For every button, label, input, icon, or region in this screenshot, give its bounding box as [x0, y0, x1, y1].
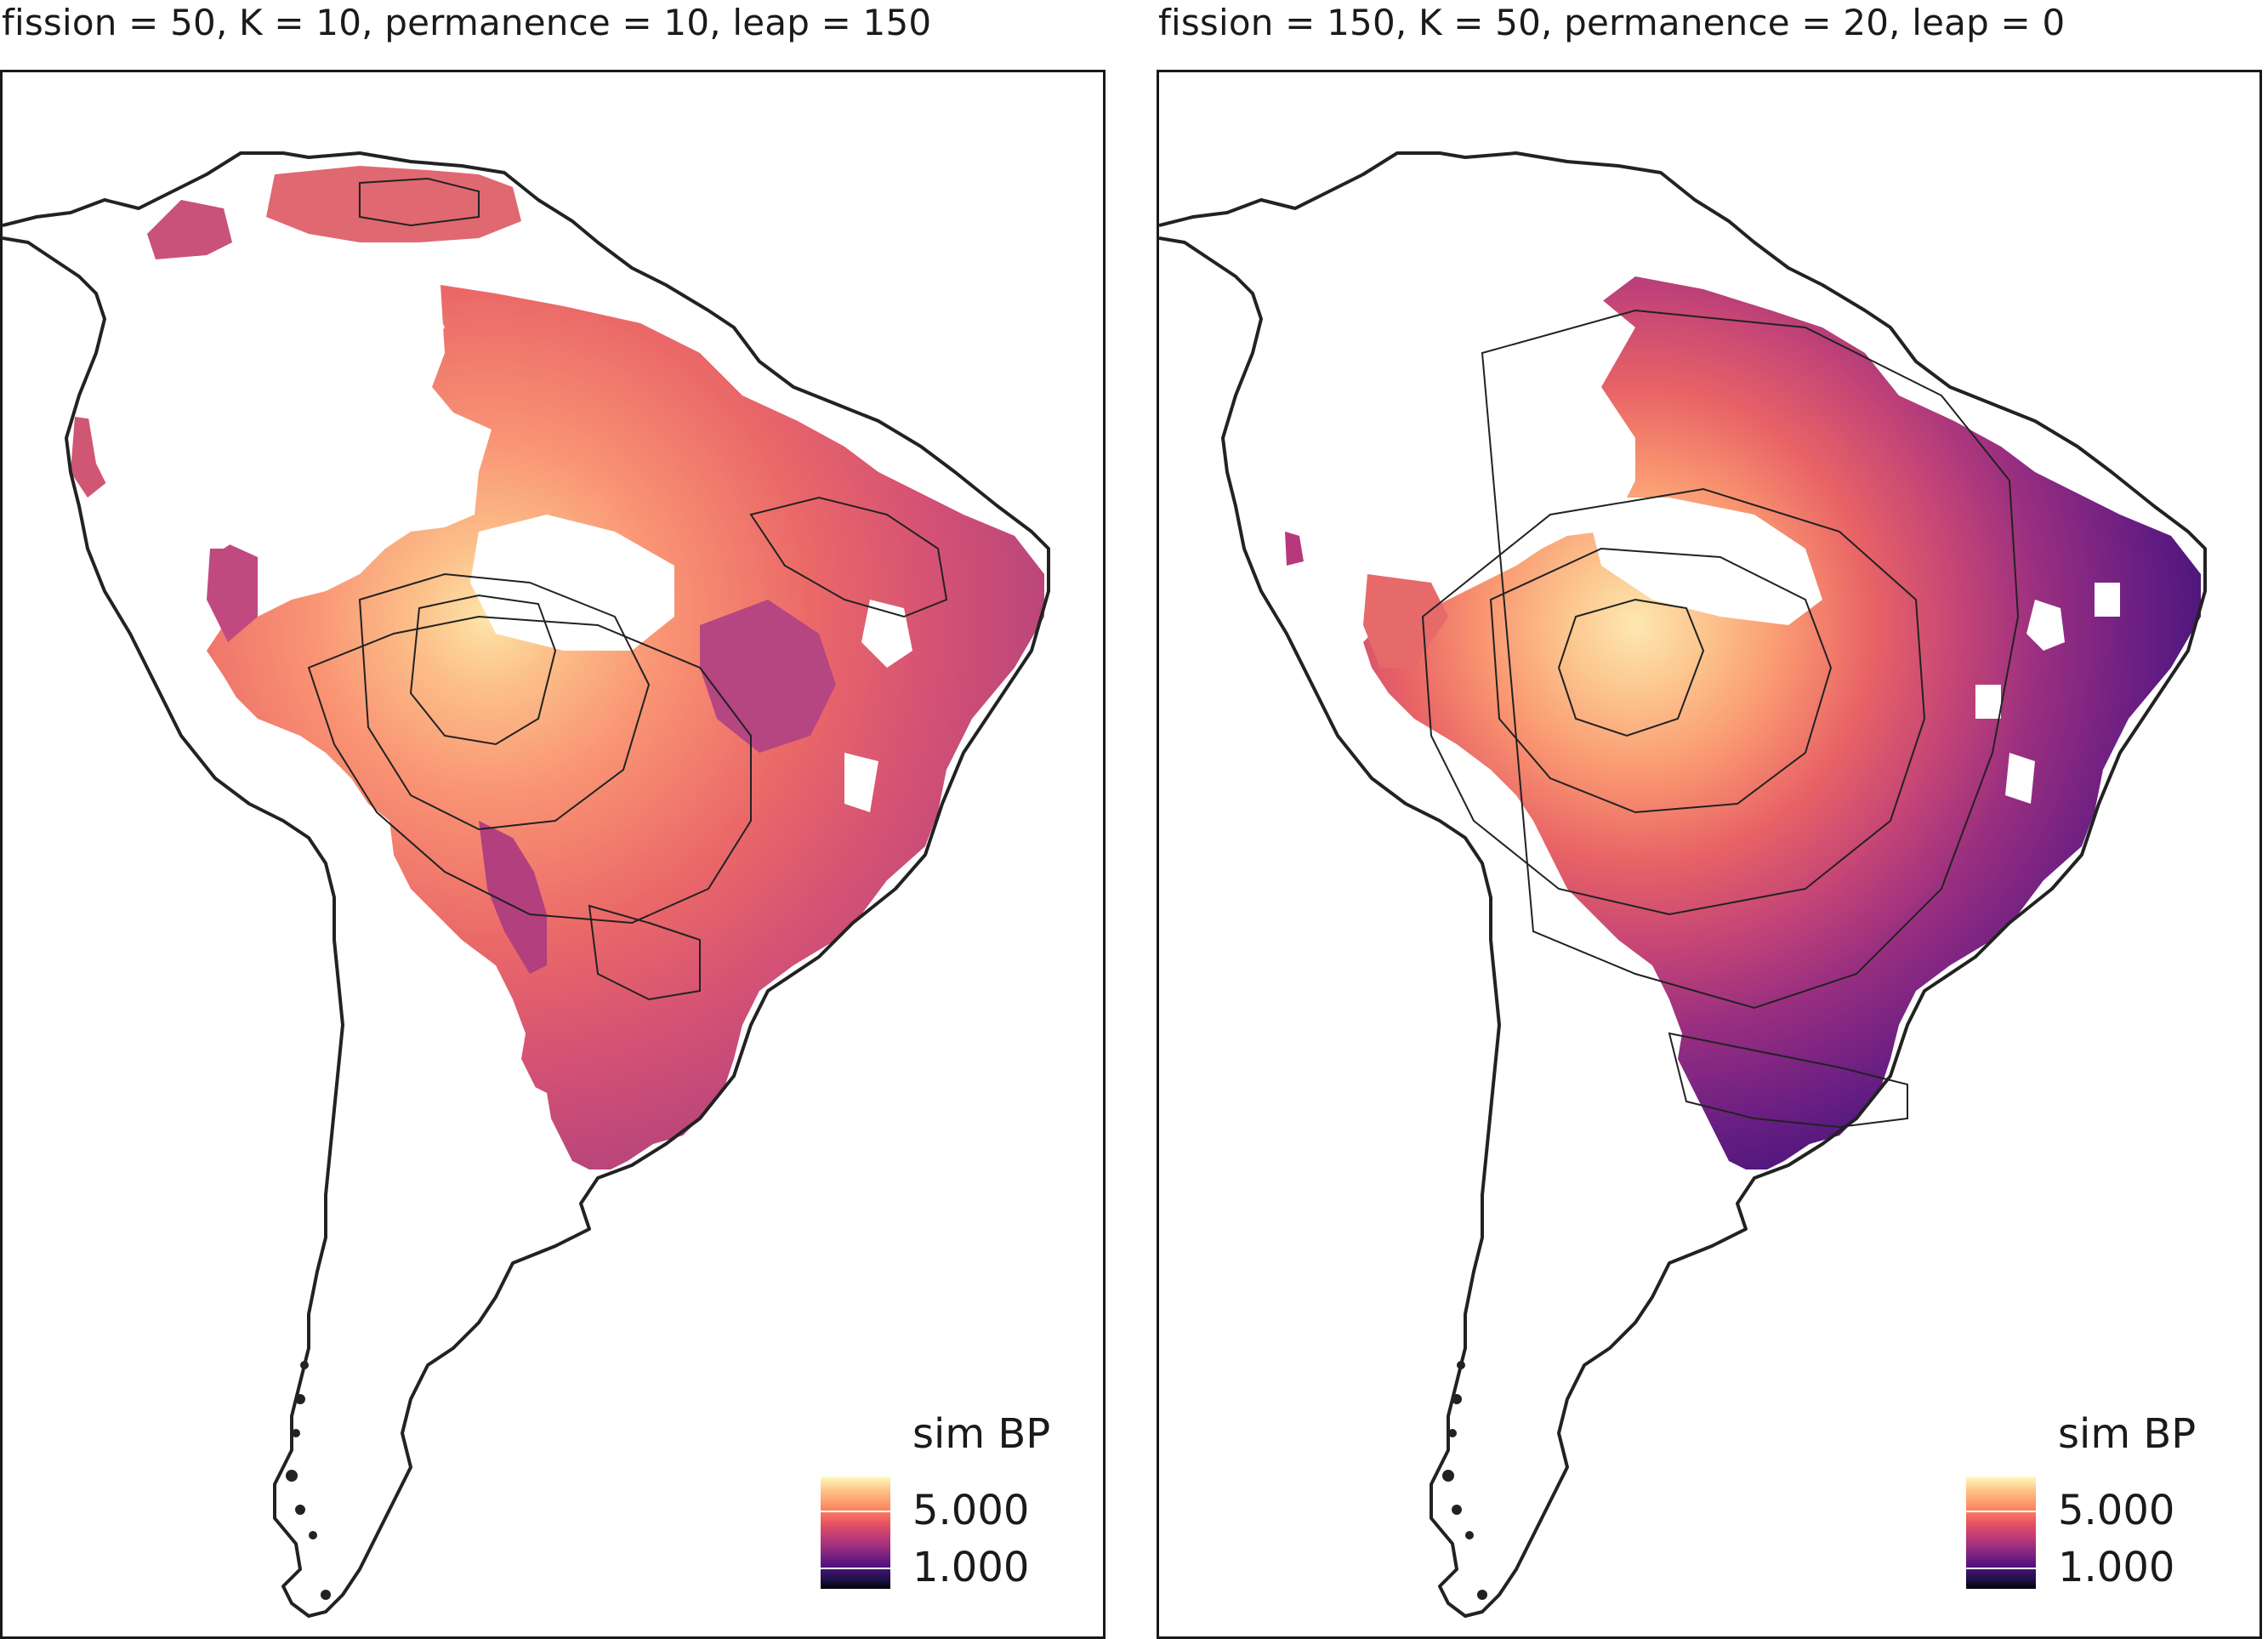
- right-surface-main: [1363, 276, 2201, 1169]
- right-contour-5: [1668, 1032, 1908, 1129]
- left-map-panel: sim BP 5.000 1.000: [0, 70, 1106, 1639]
- left-legend: sim BP 5.000 1.000: [821, 1410, 1076, 1623]
- left-legend-label-low: 1.000: [912, 1544, 1030, 1591]
- left-gap-east-1: [861, 600, 912, 668]
- right-contour-3: [1421, 487, 1926, 916]
- right-coastline: [1159, 151, 2207, 1618]
- left-white-gaps: [88, 268, 912, 1161]
- right-island-1: [1457, 1361, 1465, 1369]
- left-contour-east: [749, 496, 948, 618]
- right-map: [1159, 151, 2207, 1618]
- right-legend-title: sim BP: [2058, 1410, 2197, 1458]
- right-surface-small-1: [1285, 532, 1304, 566]
- left-island-2: [295, 1394, 305, 1404]
- left-surface-north: [266, 166, 521, 242]
- right-gap-east-3: [2005, 753, 2035, 804]
- left-legend-colorbar: [821, 1477, 890, 1589]
- left-island-6: [309, 1531, 317, 1539]
- right-legend-tick-high: [1966, 1511, 2036, 1512]
- right-island-6: [1465, 1531, 1474, 1539]
- left-contour-south: [588, 904, 701, 1001]
- right-map-panel: sim BP 5.000 1.000: [1157, 70, 2262, 1639]
- right-contour-2: [1489, 547, 1833, 814]
- left-southern-islands: [286, 1361, 331, 1600]
- right-gap-central: [1584, 498, 1822, 625]
- left-legend-tick-low: [821, 1568, 890, 1569]
- right-southern-islands: [1442, 1361, 1487, 1600]
- right-contour-1: [1557, 598, 1705, 737]
- left-surface-andes: [479, 821, 547, 974]
- left-gap-central: [470, 515, 674, 651]
- left-contour-north: [359, 177, 480, 227]
- right-island-2: [1452, 1394, 1462, 1404]
- left-contour-inner: [409, 594, 557, 746]
- left-gap-south: [496, 1076, 555, 1161]
- right-gap-east-4: [2095, 583, 2120, 617]
- left-contours: [307, 177, 948, 1001]
- left-surface-east: [700, 600, 836, 753]
- right-legend-tick-low: [1966, 1568, 2036, 1569]
- right-island-4: [1442, 1470, 1454, 1482]
- right-legend-colorbar: [1966, 1477, 2036, 1589]
- right-panel-title: fission = 150, K = 50, permanence = 20, …: [1158, 2, 2066, 43]
- right-legend-label-high: 5.000: [2058, 1487, 2175, 1534]
- left-surface-small-2: [207, 536, 258, 642]
- left-legend-label-high: 5.000: [912, 1487, 1030, 1534]
- left-legend-title: sim BP: [912, 1410, 1051, 1458]
- left-island-4: [286, 1470, 298, 1482]
- left-surface-main: [207, 285, 1044, 1169]
- left-island-5: [295, 1505, 305, 1515]
- left-island-3: [292, 1429, 300, 1437]
- left-contour-outer: [307, 615, 752, 925]
- left-gap-east-2: [844, 753, 878, 812]
- left-panel-title: fission = 50, K = 10, permanence = 10, l…: [2, 2, 932, 43]
- left-coastline: [3, 151, 1050, 1618]
- left-surface-northwest: [147, 200, 232, 259]
- left-legend-tick-high: [821, 1511, 890, 1512]
- left-sim-surface: [71, 166, 1044, 1169]
- right-surface-west: [1363, 574, 1448, 668]
- right-island-7: [1477, 1590, 1487, 1600]
- left-island-7: [321, 1590, 331, 1600]
- right-contour-4: [1481, 309, 2020, 1010]
- right-contours: [1421, 309, 2020, 1129]
- left-map: [3, 151, 1050, 1618]
- right-gap-east-1: [2026, 600, 2065, 651]
- left-island-1: [300, 1361, 309, 1369]
- right-gap-north: [1236, 268, 1635, 549]
- right-island-3: [1448, 1429, 1457, 1437]
- left-contour-mid: [358, 572, 651, 831]
- right-sim-surface: [1285, 276, 2201, 1169]
- right-legend: sim BP 5.000 1.000: [1966, 1410, 2221, 1623]
- right-island-5: [1452, 1505, 1462, 1515]
- right-gap-east-2: [1975, 685, 2001, 719]
- right-legend-label-low: 1.000: [2058, 1544, 2175, 1591]
- left-gap-north: [88, 268, 445, 549]
